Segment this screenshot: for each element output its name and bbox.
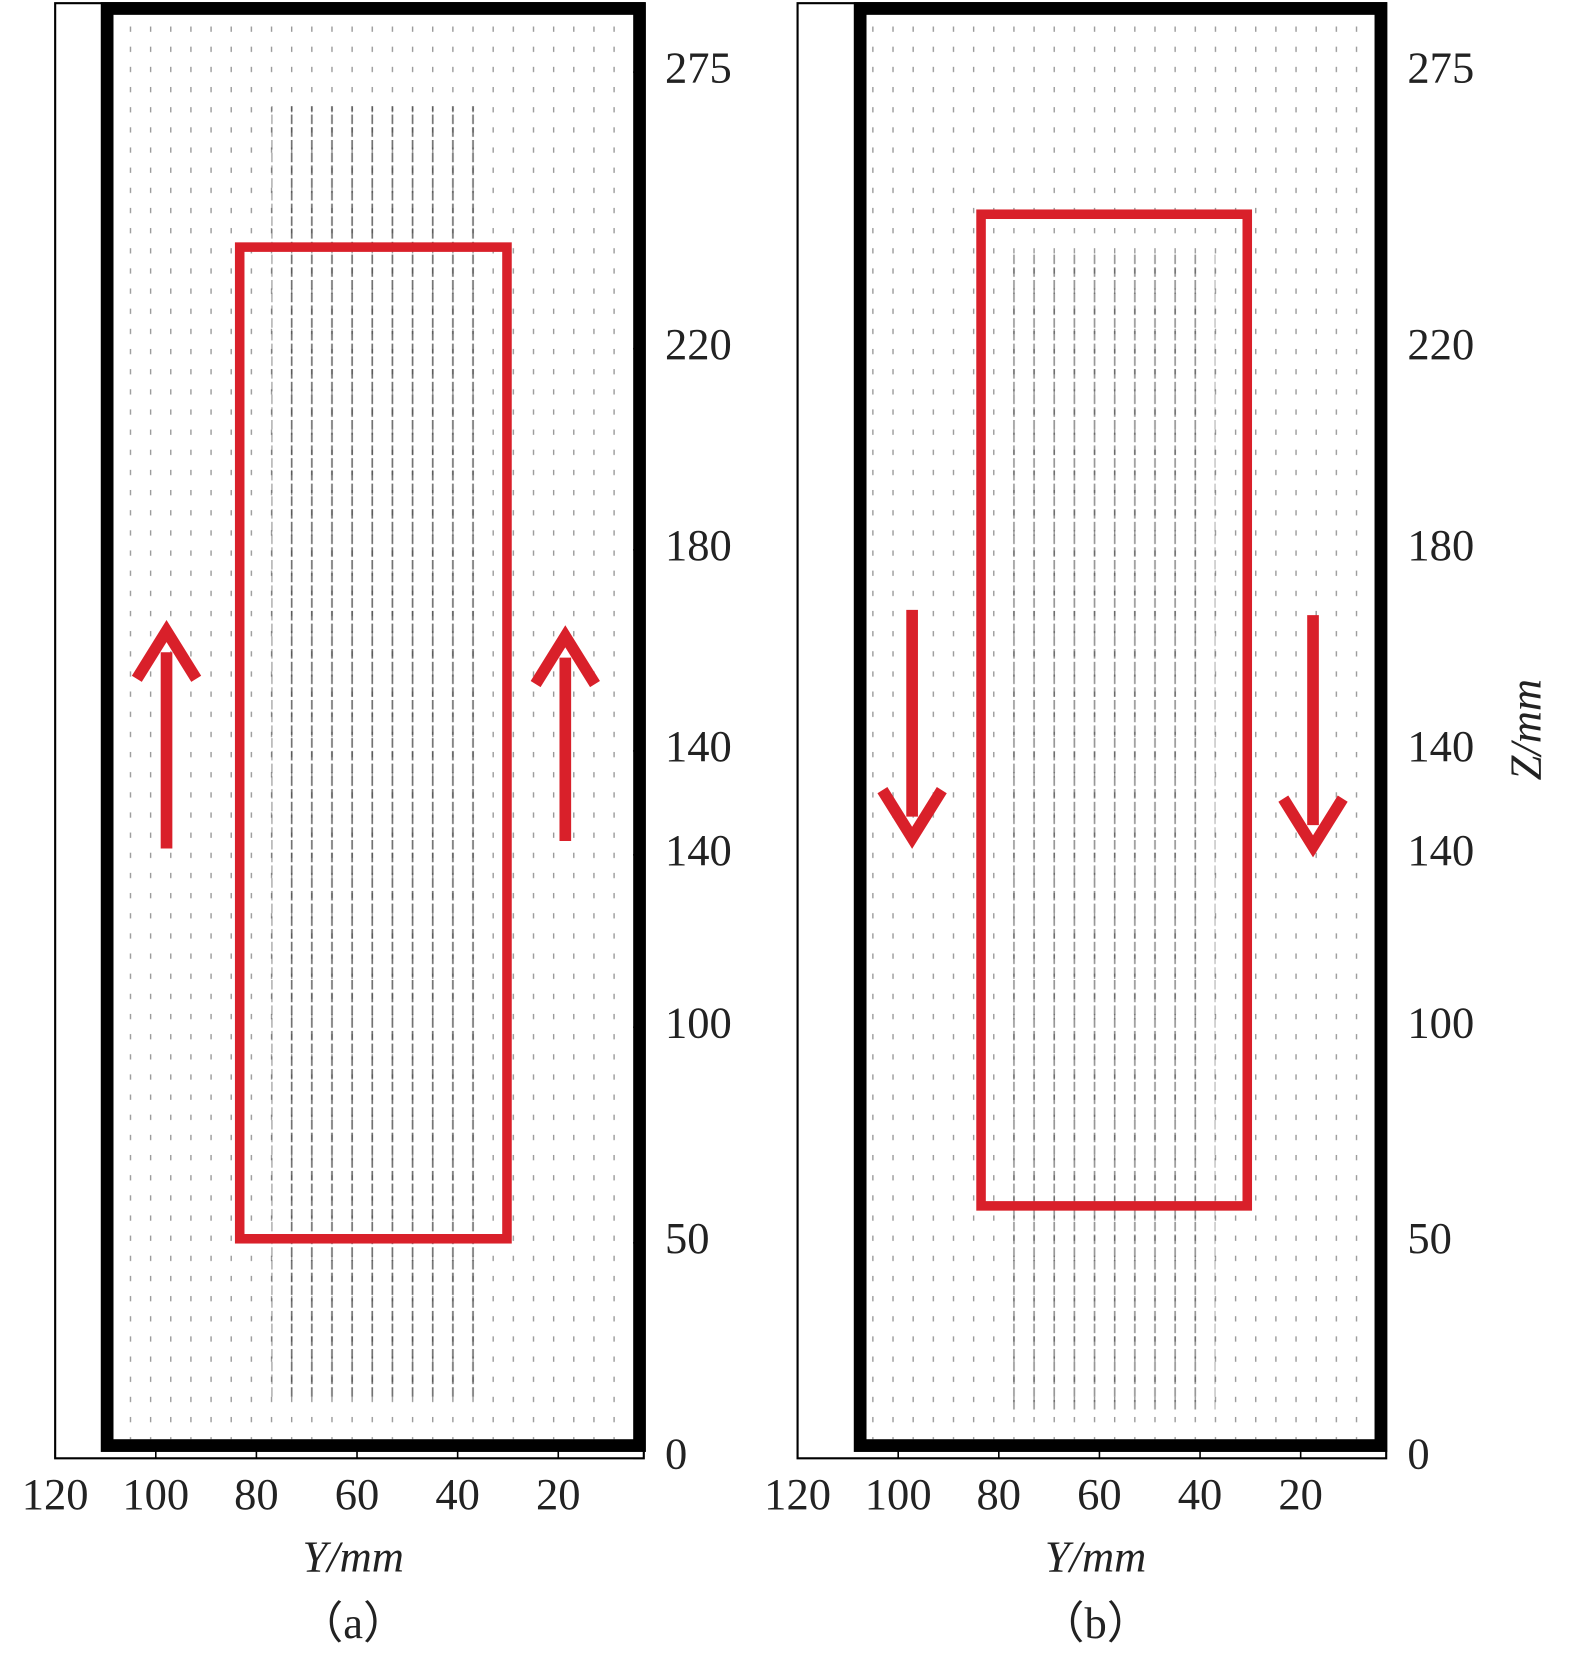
panel: 120 100 80 60 40 20 0 50 100 140 140 180 220 275 Y/mm （…	[22, 2, 732, 1648]
x-tick-label: 40	[1178, 1469, 1223, 1519]
y-tick-label: 140	[665, 825, 732, 875]
y-tick-label: 180	[1407, 520, 1474, 570]
y-tick-label: 140	[665, 721, 732, 771]
y-axis-label: Z/mm	[1501, 679, 1551, 780]
vector-field-core	[1012, 254, 1216, 1411]
flow-arrow-head	[131, 620, 202, 682]
panel: 120 100 80 60 40 20 0 50 100 140 140 180 220 275 Y/mm （…	[764, 2, 1551, 1648]
y-tick-label: 275	[665, 42, 732, 92]
y-tick-label: 140	[1407, 825, 1474, 875]
x-tick-label: 100	[865, 1469, 932, 1519]
x-tick-label: 80	[234, 1469, 279, 1519]
y-tick-label: 50	[1407, 1213, 1452, 1263]
y-tick-label: 100	[665, 997, 732, 1047]
y-tick-label: 0	[1407, 1429, 1429, 1479]
x-tick-label: 120	[764, 1469, 831, 1519]
region-box	[234, 242, 512, 1244]
x-tick-label: 60	[1077, 1469, 1122, 1519]
y-tick-label: 100	[1407, 997, 1474, 1047]
x-axis-label: Y/mm	[302, 1531, 403, 1581]
y-tick-label: 50	[665, 1213, 710, 1263]
flow-arrow-head	[530, 625, 600, 688]
x-tick-label: 40	[435, 1469, 480, 1519]
x-tick-label: 60	[335, 1469, 380, 1519]
x-tick-label: 80	[977, 1469, 1022, 1519]
y-tick-label: 140	[1407, 721, 1474, 771]
vector-field-core	[271, 106, 476, 1400]
region-box	[976, 209, 1253, 1211]
y-tick-label: 275	[1407, 42, 1474, 92]
y-tick-label: 180	[665, 520, 732, 570]
vessel-wall	[100, 2, 646, 1452]
vessel-wall	[853, 2, 1388, 1452]
x-tick-label: 20	[536, 1469, 581, 1519]
flow-arrow-head	[1278, 795, 1348, 858]
caption: （b）	[1040, 1598, 1151, 1648]
y-tick-label: 220	[665, 319, 732, 369]
x-tick-label: 100	[122, 1469, 189, 1519]
x-axis-label: Y/mm	[1045, 1531, 1146, 1581]
y-tick-label: 0	[665, 1429, 687, 1479]
x-tick-label: 20	[1278, 1469, 1323, 1519]
flow-arrow-head	[877, 787, 947, 849]
x-tick-label: 120	[22, 1469, 89, 1519]
y-tick-label: 220	[1407, 319, 1474, 369]
caption: （a）	[299, 1598, 408, 1648]
